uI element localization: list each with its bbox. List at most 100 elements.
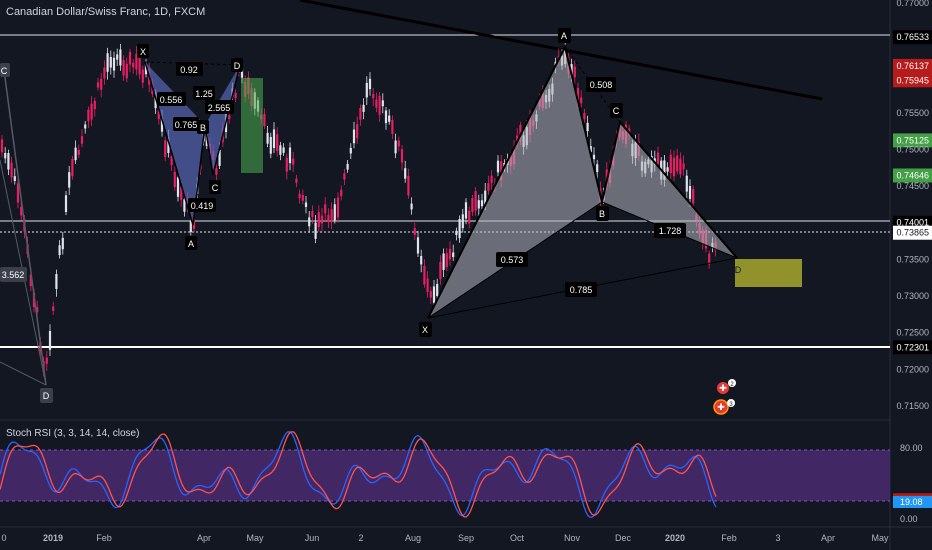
price-tick-label: 0.74500 bbox=[896, 181, 929, 191]
candle-body bbox=[596, 164, 599, 173]
candle-body bbox=[487, 183, 490, 191]
candle-body bbox=[10, 162, 13, 178]
candle-body bbox=[500, 161, 503, 181]
candle-body bbox=[164, 140, 167, 158]
candle-body bbox=[74, 147, 77, 161]
event-flag-cross-icon-2: ✚ bbox=[717, 402, 725, 412]
label-farleft-c: C bbox=[1, 66, 8, 76]
candle-body bbox=[276, 134, 279, 151]
price-tick-label: 0.72500 bbox=[896, 328, 929, 338]
candle-body bbox=[90, 103, 93, 120]
candle-body bbox=[106, 53, 109, 72]
stoch-band bbox=[0, 450, 890, 501]
downtrend-line[interactable] bbox=[299, 0, 823, 101]
candle-body bbox=[666, 167, 669, 172]
candle-body bbox=[128, 51, 132, 65]
candle-body bbox=[314, 222, 317, 239]
price-axis[interactable]: 0.770000.765330.761410.761370.759580.759… bbox=[893, 0, 932, 411]
candle-body bbox=[330, 209, 333, 223]
candle-body bbox=[580, 97, 583, 104]
ratio-right-abc: 0.508 bbox=[590, 80, 613, 90]
candle-body bbox=[279, 145, 282, 155]
candle-body bbox=[365, 82, 368, 98]
time-tick-label: 2 bbox=[358, 533, 363, 543]
indicator-title: Stoch RSI (3, 3, 14, 14, close) bbox=[6, 428, 140, 439]
price-tick-label: 0.75500 bbox=[896, 108, 929, 118]
candle-body bbox=[692, 189, 695, 204]
candle-body bbox=[400, 149, 404, 163]
candle-body bbox=[464, 202, 468, 219]
candle-body bbox=[407, 175, 410, 196]
label-left-x: X bbox=[140, 47, 146, 57]
target-zone-box[interactable] bbox=[735, 259, 802, 287]
candle-body bbox=[458, 218, 461, 239]
stoch-tick-label: 80.00 bbox=[900, 443, 923, 453]
price-tick-label: 0.73000 bbox=[896, 291, 929, 301]
candle-body bbox=[132, 62, 135, 68]
candle-body bbox=[55, 273, 58, 289]
candle-body bbox=[45, 357, 48, 364]
candle-body bbox=[301, 194, 304, 201]
candle-body bbox=[295, 178, 298, 183]
stoch-axis[interactable]: 80.000.0022.1519.08 bbox=[893, 443, 932, 524]
label-farleft-d: D bbox=[43, 391, 50, 401]
price-badge bbox=[893, 225, 932, 240]
candle-body bbox=[394, 140, 397, 154]
candle-body bbox=[125, 63, 128, 79]
candle-body bbox=[58, 245, 61, 256]
candle-body bbox=[157, 109, 160, 120]
candle-body bbox=[423, 265, 426, 285]
pattern-right-bcd bbox=[602, 122, 737, 258]
candle-body bbox=[96, 82, 100, 88]
candle-body bbox=[80, 136, 84, 144]
candle-body bbox=[388, 115, 391, 122]
time-tick-label: Feb bbox=[721, 533, 737, 543]
price-tick-label: 0.73865 bbox=[896, 228, 929, 238]
time-axis[interactable]: 0 2019 Feb Apr May Jun 2 Aug Sep Oct Nov Dec 2020 Feb… bbox=[1, 533, 889, 543]
candle-body bbox=[167, 137, 170, 154]
candle-body bbox=[20, 207, 23, 216]
candle-body bbox=[292, 158, 295, 165]
candle-body bbox=[52, 306, 55, 311]
candle-body bbox=[7, 153, 10, 170]
candle-body bbox=[298, 193, 301, 198]
candle-body bbox=[362, 104, 365, 112]
event-flag-icon bbox=[717, 382, 729, 394]
time-tick-label: Sep bbox=[458, 533, 474, 543]
ratio-left-xbd: 0.765 bbox=[175, 120, 198, 130]
ratio-right-bcd: 1.728 bbox=[659, 226, 682, 236]
ratio-right-xab: 0.573 bbox=[501, 255, 524, 265]
candle-body bbox=[333, 204, 336, 221]
price-tick-label: 0.77000 bbox=[896, 0, 929, 8]
candle-body bbox=[391, 119, 394, 134]
candle-body bbox=[448, 248, 452, 260]
event-flag-icon-2 bbox=[713, 399, 729, 415]
price-tick-label: 0.72000 bbox=[896, 364, 929, 374]
candle-body bbox=[663, 160, 666, 180]
time-tick-label: 0 bbox=[1, 533, 6, 543]
candle-body bbox=[16, 183, 20, 203]
candle-body bbox=[426, 278, 429, 292]
label-right-b: B bbox=[599, 209, 605, 219]
left-target-box[interactable] bbox=[241, 78, 263, 173]
candle-body bbox=[685, 175, 688, 192]
event-flags[interactable]: ✚ 2 ✚ 3 bbox=[713, 379, 736, 415]
candle-body bbox=[378, 95, 381, 115]
price-badge bbox=[893, 59, 932, 74]
candle-body bbox=[676, 155, 679, 172]
stoch-d-line bbox=[0, 431, 717, 518]
time-tick-label: Nov bbox=[564, 533, 581, 543]
time-tick-label: Feb bbox=[96, 533, 112, 543]
ratio-left-abc: 0.419 bbox=[191, 201, 214, 211]
candle-body bbox=[708, 253, 711, 265]
harmonic-pattern-right[interactable] bbox=[427, 44, 738, 319]
candle-body bbox=[416, 237, 420, 254]
candle-body bbox=[218, 149, 221, 166]
candle-body bbox=[496, 160, 500, 173]
time-tick-label: Jun bbox=[305, 533, 320, 543]
candle-body bbox=[93, 100, 96, 110]
pattern-left-xd bbox=[144, 61, 241, 66]
candle-body bbox=[340, 189, 343, 197]
candle-body bbox=[119, 49, 122, 66]
